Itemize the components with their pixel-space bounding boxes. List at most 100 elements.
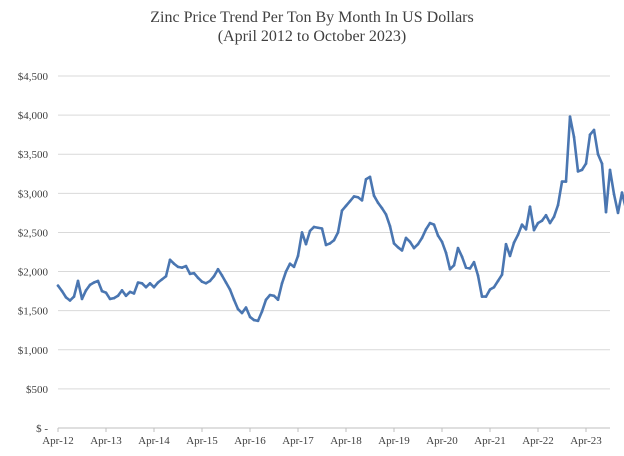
data-point bbox=[312, 225, 316, 229]
data-point bbox=[100, 289, 104, 293]
y-tick-label: $3,500 bbox=[18, 149, 49, 161]
data-point bbox=[208, 279, 212, 283]
data-point bbox=[228, 288, 232, 291]
x-tick-label: Apr-13 bbox=[90, 435, 122, 447]
data-point bbox=[120, 289, 124, 292]
data-point bbox=[136, 281, 140, 284]
y-tick-label: $1,000 bbox=[18, 345, 49, 357]
data-point bbox=[480, 295, 484, 298]
zinc-price-line bbox=[56, 115, 624, 323]
data-point bbox=[132, 292, 136, 295]
data-point bbox=[68, 299, 72, 302]
data-point bbox=[440, 240, 444, 244]
data-point bbox=[608, 168, 612, 172]
data-point bbox=[232, 298, 236, 302]
data-point bbox=[472, 260, 476, 264]
data-point bbox=[508, 254, 512, 258]
x-tick-label: Apr-20 bbox=[426, 435, 458, 447]
data-point bbox=[196, 276, 200, 280]
data-point bbox=[420, 236, 424, 240]
data-point bbox=[504, 242, 508, 246]
x-tick-label: Apr-14 bbox=[138, 435, 170, 447]
data-point bbox=[604, 210, 608, 214]
data-point bbox=[476, 274, 480, 277]
data-point bbox=[520, 223, 524, 226]
data-point bbox=[372, 194, 376, 197]
data-point bbox=[328, 242, 332, 245]
data-point bbox=[560, 180, 564, 183]
data-point bbox=[464, 266, 468, 269]
data-point bbox=[260, 310, 264, 313]
data-point bbox=[212, 274, 216, 278]
y-tick-label: $4,500 bbox=[18, 71, 49, 83]
data-point bbox=[320, 227, 324, 230]
data-point bbox=[280, 281, 284, 285]
data-point bbox=[512, 241, 516, 244]
data-point bbox=[568, 115, 572, 118]
data-point bbox=[588, 133, 592, 136]
data-point bbox=[376, 201, 380, 205]
data-point bbox=[244, 306, 248, 309]
data-point bbox=[552, 215, 556, 219]
data-point bbox=[88, 283, 92, 287]
data-point bbox=[92, 281, 96, 284]
data-point bbox=[384, 213, 388, 216]
data-point bbox=[332, 238, 336, 242]
data-point bbox=[548, 221, 552, 225]
data-point bbox=[84, 289, 88, 292]
x-tick-label: Apr-21 bbox=[474, 435, 506, 447]
data-point bbox=[64, 296, 68, 299]
y-tick-label: $1,500 bbox=[18, 306, 49, 318]
data-point bbox=[488, 288, 492, 291]
data-point bbox=[148, 281, 152, 285]
data-point bbox=[428, 221, 432, 225]
data-point bbox=[188, 272, 192, 276]
data-point bbox=[448, 267, 452, 271]
data-point bbox=[324, 243, 328, 247]
y-tick-label: $2,000 bbox=[18, 267, 49, 279]
series-layer bbox=[56, 115, 624, 323]
data-point bbox=[108, 297, 112, 301]
data-point bbox=[620, 191, 624, 194]
data-point bbox=[532, 228, 536, 232]
data-point bbox=[408, 240, 412, 244]
y-tick-label: $2,500 bbox=[18, 227, 49, 239]
data-point bbox=[204, 281, 208, 285]
data-point bbox=[152, 285, 156, 289]
data-point bbox=[336, 231, 340, 234]
data-point bbox=[572, 135, 576, 139]
data-point bbox=[172, 262, 176, 266]
data-point bbox=[540, 219, 544, 223]
data-point bbox=[236, 307, 240, 311]
data-point bbox=[264, 298, 268, 302]
data-point bbox=[432, 223, 436, 226]
data-point bbox=[400, 249, 404, 252]
data-point bbox=[524, 228, 528, 231]
y-axis-ticks: $ - $500 $1,000 $1,500 $2,000 $2,500 $3,000 $3,… bbox=[18, 71, 49, 435]
data-point bbox=[200, 280, 204, 284]
chart-title: Zinc Price Trend Per Ton By Month In US … bbox=[150, 9, 473, 26]
data-point bbox=[284, 270, 288, 273]
data-point bbox=[288, 262, 292, 266]
data-point bbox=[616, 211, 620, 215]
data-point bbox=[60, 289, 64, 293]
data-point bbox=[364, 177, 368, 181]
data-point bbox=[600, 162, 604, 165]
x-axis-ticks: Apr-12 Apr-13 Apr-14 Apr-15 Apr-16 Apr-17 Apr-… bbox=[42, 428, 602, 447]
data-point bbox=[56, 284, 60, 287]
x-tick-label: Apr-22 bbox=[522, 435, 554, 447]
data-point bbox=[272, 294, 276, 298]
data-point bbox=[276, 298, 280, 302]
y-tick-label: $ - bbox=[36, 423, 48, 435]
data-point bbox=[192, 271, 196, 275]
data-point bbox=[404, 236, 408, 240]
data-point bbox=[392, 242, 396, 245]
y-tick-label: $4,000 bbox=[18, 110, 49, 122]
data-point bbox=[80, 297, 84, 301]
data-point bbox=[76, 279, 80, 283]
x-tick-label: Apr-16 bbox=[234, 435, 266, 447]
data-point bbox=[300, 231, 304, 234]
data-point bbox=[528, 205, 532, 208]
data-point bbox=[340, 209, 344, 212]
